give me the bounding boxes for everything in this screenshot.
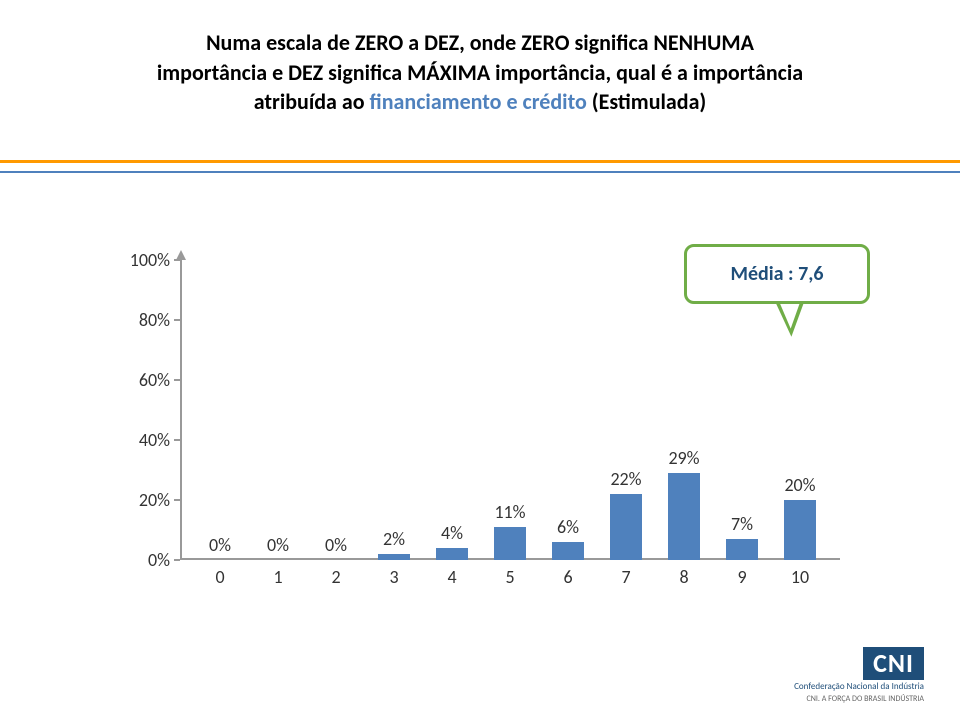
bar-slot: 29%8 [664, 260, 704, 560]
bar-slot: 6%6 [548, 260, 588, 560]
y-tick-label: 100% [120, 249, 170, 271]
bar-value-label: 29% [654, 447, 714, 473]
title-line3a: atribuída ao [254, 88, 370, 115]
bar [494, 527, 526, 560]
bar [784, 500, 816, 560]
x-category-label: 1 [248, 566, 308, 588]
cni-logo: CNI Confederação Nacional da Indústria C… [794, 647, 924, 703]
title-divider [0, 160, 960, 173]
x-category-label: 10 [770, 566, 830, 588]
bar-value-label: 0% [306, 534, 366, 560]
y-tick-mark [174, 259, 180, 261]
x-category-label: 5 [480, 566, 540, 588]
x-category-label: 9 [712, 566, 772, 588]
bar [436, 548, 468, 560]
bar-value-label: 4% [422, 522, 482, 548]
y-tick-mark [174, 439, 180, 441]
title-line2: importância e DEZ significa MÁXIMA impor… [157, 59, 803, 86]
y-tick-label: 0% [120, 549, 170, 571]
bar-slot: 0%0 [200, 260, 240, 560]
y-tick-label: 20% [120, 489, 170, 511]
x-category-label: 3 [364, 566, 424, 588]
plot-area: 0%0 0%1 0%2 2%3 4%4 11%5 6%6 22%7 29%8 7%9 20%10 [182, 260, 840, 560]
y-tick-label: 40% [120, 429, 170, 451]
cni-logo-tagline: CNI. A FORÇA DO BRASIL INDÚSTRIA [794, 695, 924, 703]
bar [378, 554, 410, 560]
bar-value-label: 6% [538, 516, 598, 542]
bar [668, 473, 700, 560]
bar-value-label: 7% [712, 513, 772, 539]
bar-value-label: 22% [596, 468, 656, 494]
bar-value-label: 2% [364, 528, 424, 554]
bar-slot: 22%7 [606, 260, 646, 560]
slide-title: Numa escala de ZERO a DEZ, onde ZERO sig… [60, 28, 900, 117]
bar-slot: 20%10 [780, 260, 820, 560]
x-category-label: 2 [306, 566, 366, 588]
bar-slot: 11%5 [490, 260, 530, 560]
bar-slot: 7%9 [722, 260, 762, 560]
bar-slot: 4%4 [432, 260, 472, 560]
x-category-label: 6 [538, 566, 598, 588]
bar [726, 539, 758, 560]
bar-slot: 0%1 [258, 260, 298, 560]
y-tick-label: 80% [120, 309, 170, 331]
y-tick-mark [174, 559, 180, 561]
bar-value-label: 0% [190, 534, 250, 560]
bar-slot: 0%2 [316, 260, 356, 560]
bar-value-label: 20% [770, 474, 830, 500]
title-highlight: financiamento e crédito [370, 88, 587, 115]
x-category-label: 8 [654, 566, 714, 588]
bar-value-label: 11% [480, 501, 540, 527]
y-tick-mark [174, 319, 180, 321]
title-line3b: (Estimulada) [587, 88, 706, 115]
bar-chart: 0%0 0%1 0%2 2%3 4%4 11%5 6%6 22%7 29%8 7%9 20%10 0… [120, 260, 840, 580]
y-tick-mark [174, 499, 180, 501]
x-category-label: 4 [422, 566, 482, 588]
bar [552, 542, 584, 560]
x-category-label: 0 [190, 566, 250, 588]
bar-value-label: 0% [248, 534, 308, 560]
y-tick-mark [174, 379, 180, 381]
y-tick-label: 60% [120, 369, 170, 391]
cni-logo-subtitle: Confederação Nacional da Indústria [794, 682, 924, 691]
bar-slot: 2%3 [374, 260, 414, 560]
bar [610, 494, 642, 560]
x-category-label: 7 [596, 566, 656, 588]
title-line1: Numa escala de ZERO a DEZ, onde ZERO sig… [206, 29, 754, 56]
cni-logo-box: CNI [863, 647, 924, 680]
